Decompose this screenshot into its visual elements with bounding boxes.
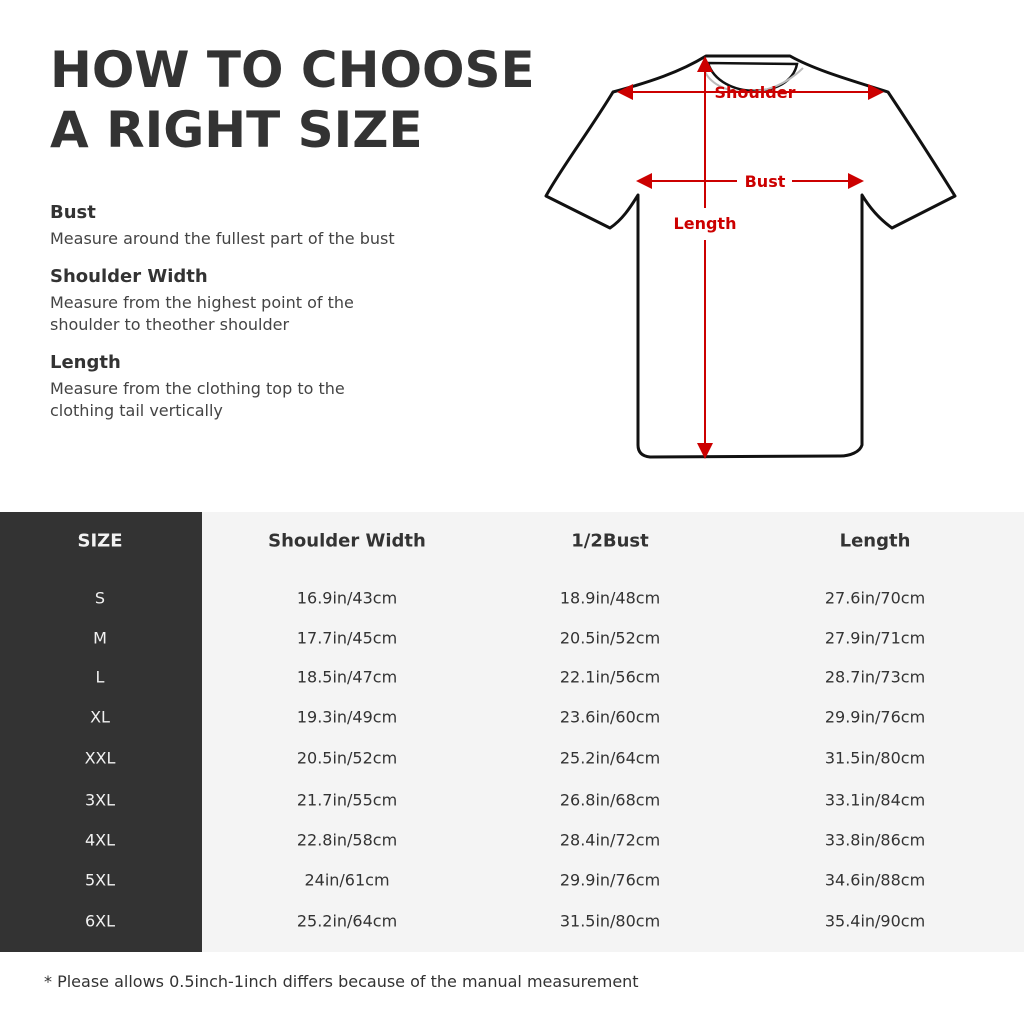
measurement-cell: 34.6in/88cm (824, 870, 926, 890)
measurement-cell: 29.9in/76cm (824, 707, 926, 727)
measurement-cell: 22.1in/56cm (559, 667, 661, 687)
measurement-cell: 31.5in/80cm (824, 748, 926, 768)
term: Bust (50, 202, 96, 223)
tshirt-outline (544, 54, 957, 459)
size-table: SIZE S M L XL XXL 3XL 4XL 5XL 6XL Shoulder Width 1… (0, 512, 1024, 952)
measurement-cell: 33.1in/84cm (824, 790, 926, 810)
measurement-cell: 18.9in/48cm (559, 588, 661, 608)
measurement-cell: 21.7in/55cm (296, 790, 398, 810)
measurement-cell: 18.5in/47cm (296, 667, 398, 687)
size-column: SIZE S M L XL XXL 3XL 4XL 5XL 6XL (0, 512, 202, 952)
measurement-cell: 35.4in/90cm (824, 911, 926, 931)
column-header: Length (839, 530, 911, 552)
bust-label: Bust (745, 172, 786, 191)
shoulder-label: Shoulder (715, 83, 796, 102)
size-cell: L (95, 667, 105, 687)
measurement-cell: 29.9in/76cm (559, 870, 661, 890)
measurement-cell: 27.6in/70cm (824, 588, 926, 608)
size-cell: XXL (84, 748, 116, 768)
description-line: clothing tail vertically (50, 401, 223, 420)
measurement-note: * Please allows 0.5inch-1inch differs be… (44, 972, 639, 991)
length-label: Length (674, 214, 737, 233)
page-title: HOW TO CHOOSE A RIGHT SIZE (50, 40, 535, 160)
definition-shoulder-width: Shoulder Width Measure from the highest … (50, 264, 470, 336)
measurement-cell: 27.9in/71cm (824, 628, 926, 648)
measurement-cell: 16.9in/43cm (296, 588, 398, 608)
measurement-cell: 31.5in/80cm (559, 911, 661, 931)
measurement-cell: 28.7in/73cm (824, 667, 926, 687)
column-header: Shoulder Width (268, 530, 426, 552)
description-line: shoulder to theother shoulder (50, 315, 290, 334)
measurement-cell: 20.5in/52cm (559, 628, 661, 648)
size-cell: M (93, 628, 107, 648)
measurement-cell: 20.5in/52cm (296, 748, 398, 768)
definition-bust: Bust Measure around the fullest part of … (50, 200, 470, 250)
term: Shoulder Width (50, 266, 208, 287)
definition-length: Length Measure from the clothing top to … (50, 350, 470, 422)
column-header: 1/2Bust (571, 530, 649, 552)
title-line-1: HOW TO CHOOSE (50, 41, 535, 99)
measurement-cell: 22.8in/58cm (296, 830, 398, 850)
description-line: Measure from the highest point of the (50, 293, 354, 312)
size-cell: XL (90, 707, 110, 727)
column-header: SIZE (77, 530, 123, 552)
size-cell: S (94, 588, 106, 608)
measurement-cell: 23.6in/60cm (559, 707, 661, 727)
measurement-cell: 19.3in/49cm (296, 707, 398, 727)
measurement-cell: 25.2in/64cm (296, 911, 398, 931)
description: Measure from the highest point of the sho… (50, 292, 470, 336)
measurement-cell: 26.8in/68cm (559, 790, 661, 810)
description-line: Measure from the clothing top to the (50, 379, 345, 398)
title-line-2: A RIGHT SIZE (50, 101, 423, 159)
size-cell: 3XL (84, 790, 116, 810)
size-cell: 5XL (84, 870, 116, 890)
measurement-cell: 24in/61cm (304, 870, 390, 890)
description: Measure from the clothing top to the clot… (50, 378, 470, 422)
measurement-cell: 33.8in/86cm (824, 830, 926, 850)
measurement-cell: 17.7in/45cm (296, 628, 398, 648)
size-cell: 4XL (84, 830, 116, 850)
term: Length (50, 352, 121, 373)
measurement-cell: 28.4in/72cm (559, 830, 661, 850)
tshirt-diagram: Shoulder Bust Length (544, 54, 957, 459)
measurement-definitions: Bust Measure around the fullest part of … (50, 200, 470, 436)
measurement-cell: 25.2in/64cm (559, 748, 661, 768)
size-cell: 6XL (84, 911, 116, 931)
description: Measure around the fullest part of the b… (50, 229, 395, 248)
